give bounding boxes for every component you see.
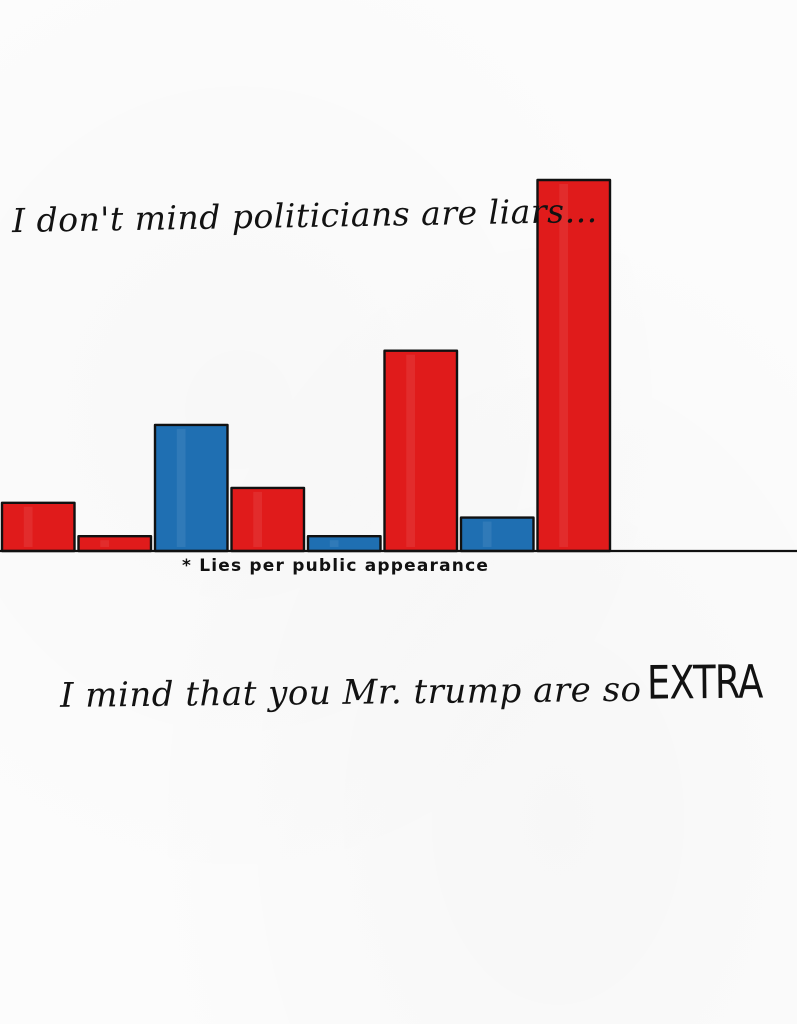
bar-8 [536, 178, 612, 553]
bar-5 [306, 535, 382, 553]
bar-7 [459, 516, 535, 553]
bar-1-marker-streak [23, 506, 33, 547]
bar-1 [0, 501, 76, 553]
bar-6-marker-streak [406, 354, 415, 547]
bar-5-marker-streak [329, 540, 339, 547]
bar-3 [153, 423, 229, 553]
bar-2 [77, 535, 153, 553]
bar-2-marker-streak [100, 540, 109, 547]
bar-7-marker-streak [482, 521, 492, 547]
axis-footnote: * Lies per public appearance [182, 556, 490, 576]
bar-6 [383, 349, 459, 553]
bottom-caption-lead: I mind that you Mr. trump are so [59, 669, 642, 716]
bar-4 [230, 486, 306, 553]
bottom-caption: I mind that you Mr. trump are so EXTRA [59, 654, 792, 718]
bar-4-marker-streak [253, 491, 262, 547]
bar-3-marker-streak [176, 428, 186, 547]
bar-8-marker-streak [559, 184, 568, 547]
bottom-caption-emphasis: EXTRA [647, 654, 764, 710]
